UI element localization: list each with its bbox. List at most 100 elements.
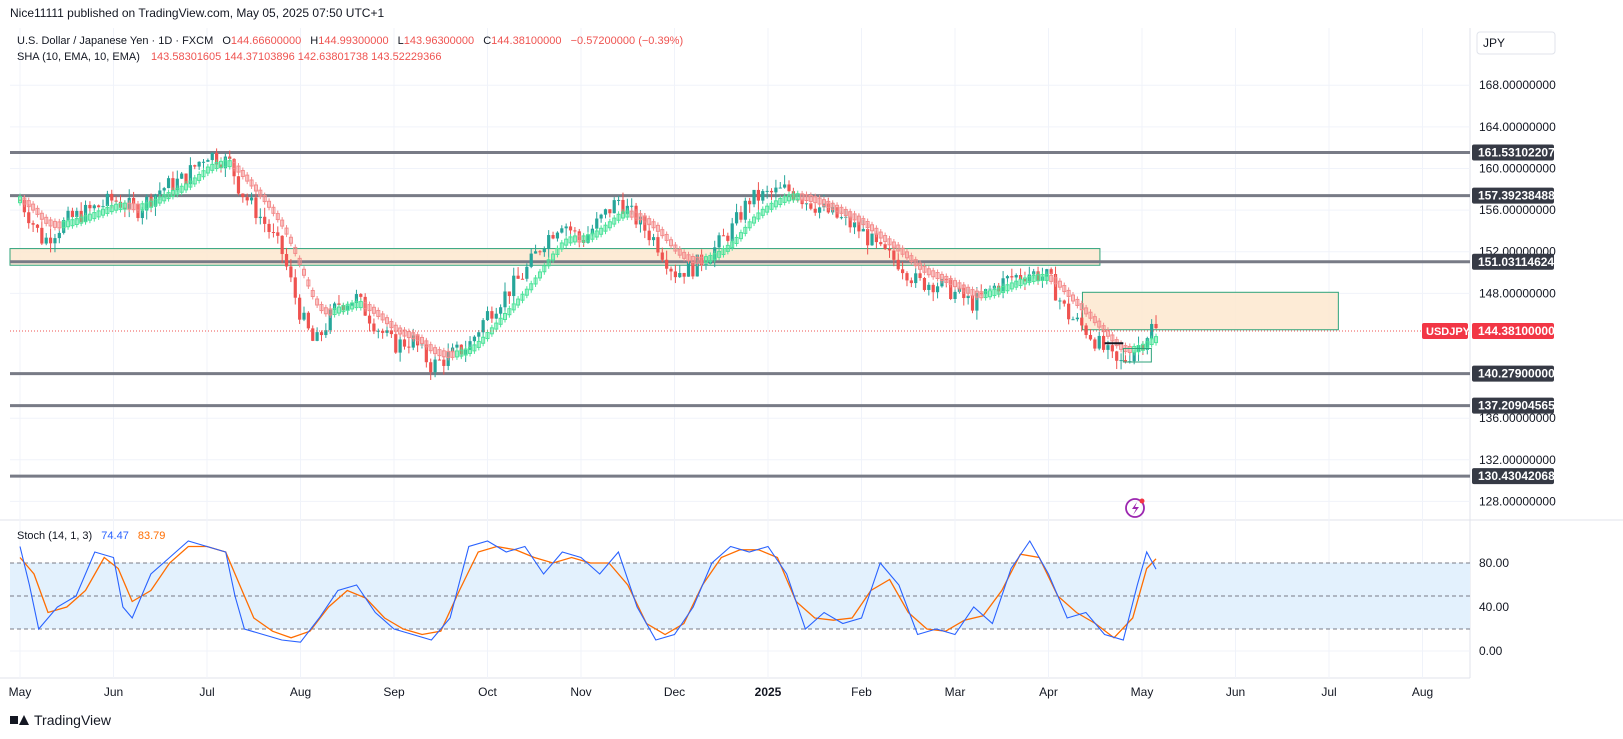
sha-body — [380, 313, 385, 321]
candle-body — [1084, 325, 1088, 335]
candle-body — [761, 191, 765, 201]
sha-body — [861, 218, 866, 226]
candle-body — [922, 277, 927, 290]
sha-body — [1110, 334, 1115, 342]
y-tick-label: 148.00000000 — [1479, 286, 1556, 300]
candle — [97, 204, 101, 208]
candle-body — [92, 205, 96, 209]
level-price-label: 151.03114624 — [1478, 255, 1554, 269]
candle-body — [367, 315, 372, 324]
sha-body — [502, 313, 507, 321]
candle — [560, 225, 564, 234]
candle — [909, 277, 913, 288]
sha-body — [642, 215, 647, 223]
candle — [533, 244, 538, 254]
sha-body — [118, 202, 123, 210]
sha-body — [957, 282, 962, 290]
candle — [302, 306, 306, 322]
sha-body — [804, 194, 809, 202]
sha-body — [197, 173, 202, 181]
sha-body — [87, 213, 92, 221]
sha-body — [778, 198, 783, 206]
sha-body — [240, 169, 245, 177]
candle-body — [319, 332, 324, 336]
candle-body — [673, 271, 677, 278]
sha-body — [153, 198, 158, 206]
sha-body — [1097, 320, 1102, 328]
candle-body — [215, 152, 219, 165]
candle-body — [616, 199, 621, 201]
candle-body — [804, 203, 809, 205]
candle-body — [485, 311, 490, 321]
candle-body — [193, 165, 197, 167]
sha-body — [332, 308, 337, 316]
sha-body — [594, 230, 599, 238]
candle-body — [874, 233, 878, 243]
candle-body — [433, 359, 437, 373]
stoch-tick-label: 0.00 — [1479, 644, 1503, 658]
sha-body — [74, 218, 79, 226]
candle — [739, 205, 743, 223]
candle-body — [866, 229, 870, 246]
candle — [520, 273, 525, 280]
candle-body — [647, 230, 651, 241]
sha-body — [953, 280, 958, 288]
sha-body — [1053, 277, 1058, 285]
candle-body — [359, 294, 363, 297]
candle — [1071, 316, 1075, 321]
y-tick-label: 132.00000000 — [1479, 453, 1556, 467]
sha-body — [673, 244, 678, 252]
sha-body — [114, 203, 119, 211]
sha-body — [887, 238, 892, 246]
sha-body — [638, 213, 643, 221]
candle-body — [1080, 317, 1084, 326]
sha-body — [564, 238, 569, 246]
sha-body — [371, 306, 376, 314]
candle — [407, 338, 411, 354]
sha-body — [896, 244, 901, 252]
candle — [905, 271, 909, 287]
x-tick-label: Jun — [104, 685, 123, 699]
candle — [267, 219, 271, 239]
candle — [44, 233, 48, 246]
y-tick-label: 168.00000000 — [1479, 78, 1556, 92]
candle-body — [31, 223, 35, 225]
candle-body — [630, 205, 634, 207]
sha-body — [459, 349, 464, 357]
candle-body — [354, 294, 359, 303]
candle — [245, 193, 249, 206]
sha-body — [983, 291, 988, 299]
x-tick-label: Feb — [851, 685, 872, 699]
candle-body — [966, 295, 970, 299]
candle-body — [477, 332, 481, 337]
sha-body — [555, 247, 560, 255]
sha-body — [708, 254, 713, 262]
candle-body — [311, 328, 315, 341]
sha-body — [909, 255, 914, 263]
sha-body — [795, 193, 800, 201]
flash-icon[interactable] — [1125, 498, 1145, 518]
sha-body — [974, 290, 979, 298]
x-tick-label: May — [1131, 685, 1154, 699]
candle-body — [267, 223, 271, 233]
sha-body — [101, 208, 106, 216]
candle — [485, 306, 490, 321]
sha-body — [406, 331, 411, 339]
candle-body — [949, 279, 953, 299]
sha-body — [961, 284, 966, 292]
candle — [193, 164, 197, 170]
sha-body — [468, 346, 473, 354]
sha-body — [481, 336, 486, 344]
sha-body — [22, 197, 27, 205]
candle — [1115, 350, 1119, 370]
sha-body — [450, 350, 455, 358]
price-chart-svg[interactable]: 168.00000000 164.00000000 160.00000000 156.… — [0, 28, 1623, 708]
candle — [804, 202, 809, 211]
currency-button[interactable] — [1476, 31, 1556, 55]
candle-body — [730, 223, 734, 241]
level-price-label: 137.20904565 — [1478, 399, 1555, 413]
candle-body — [1110, 345, 1114, 352]
sha-body — [61, 221, 66, 229]
chart-area[interactable]: 168.00000000 164.00000000 160.00000000 156.… — [0, 28, 1623, 708]
legend-close: 144.38100000 — [491, 35, 561, 47]
